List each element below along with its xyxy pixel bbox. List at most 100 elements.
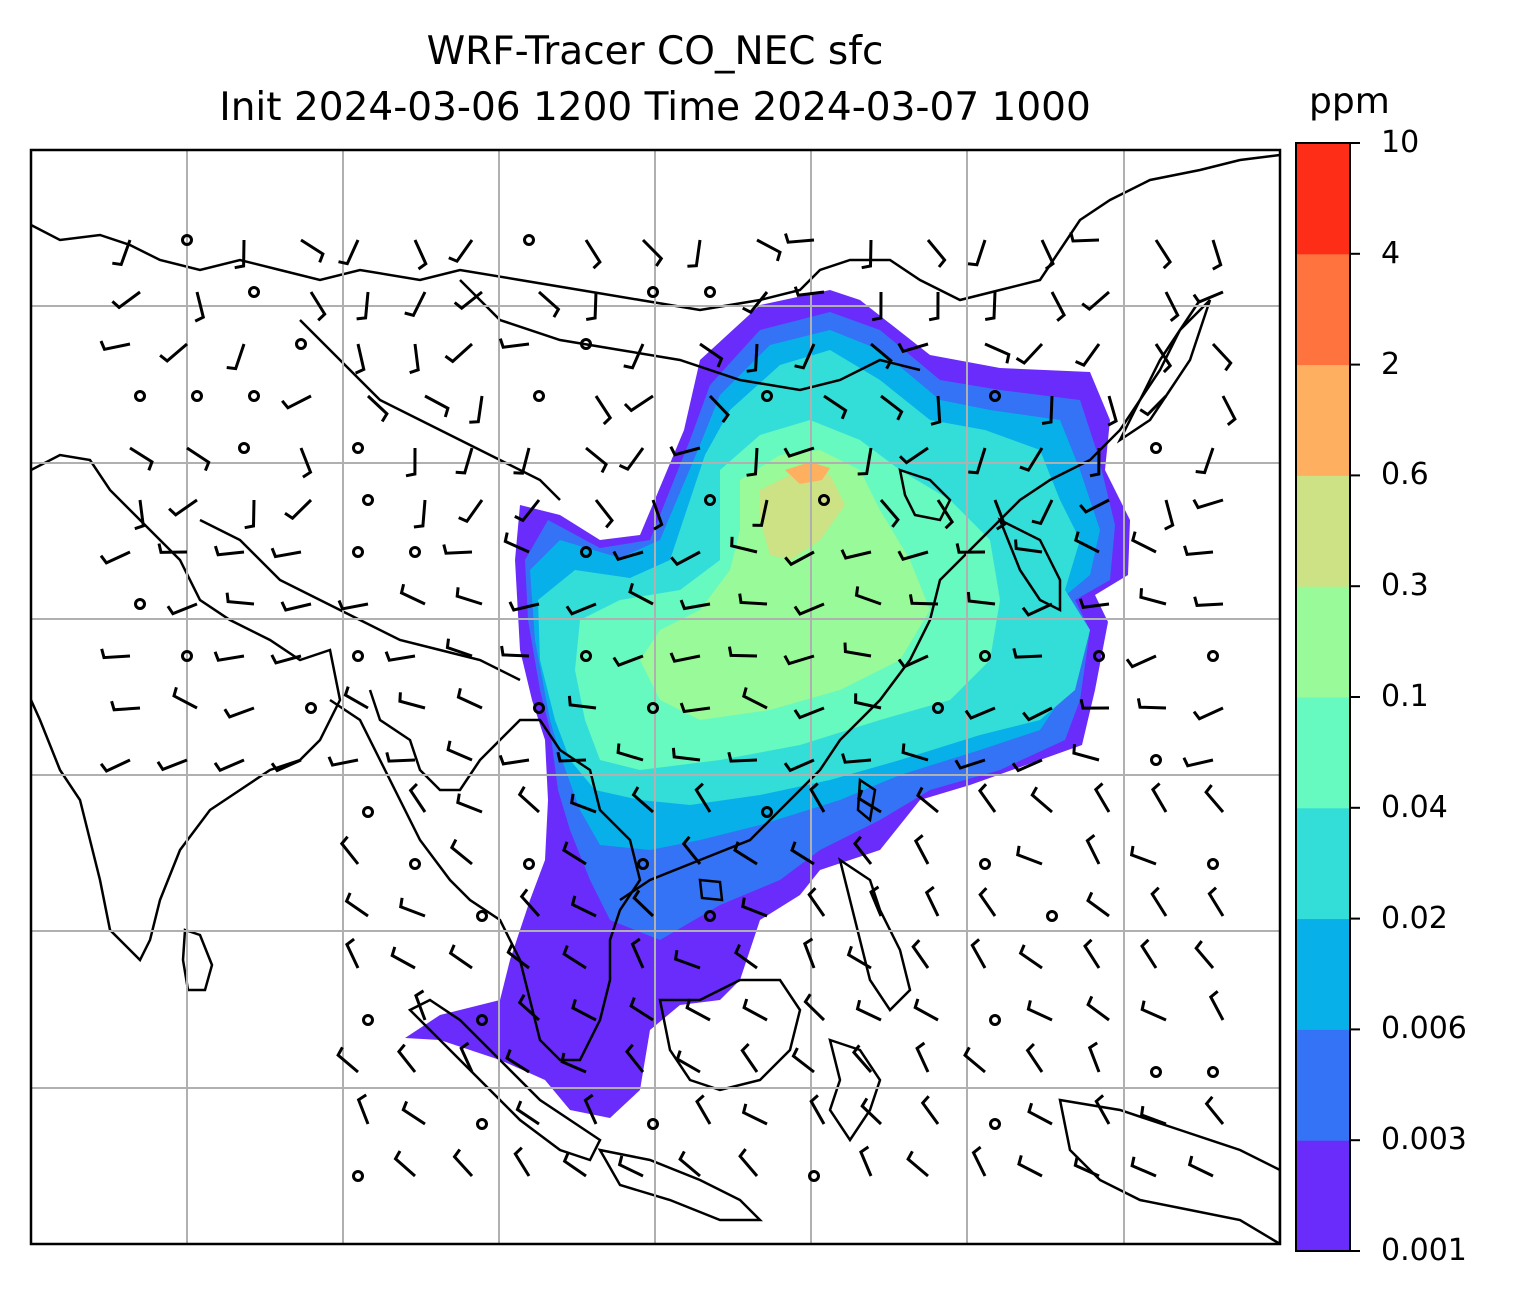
coast-hainan xyxy=(698,878,724,902)
wind-barb xyxy=(280,601,312,612)
colorbar-segment xyxy=(1296,807,1350,920)
wind-barb xyxy=(851,1044,873,1073)
wind-barb xyxy=(270,758,302,773)
coast-japan xyxy=(1116,299,1212,444)
wind-barb xyxy=(741,1103,768,1126)
wind-barb xyxy=(345,937,360,969)
calm-wind-marker xyxy=(580,546,592,558)
wind-barb xyxy=(446,740,473,762)
wind-barb xyxy=(669,652,701,663)
wind-barb xyxy=(584,239,602,270)
wind-barb xyxy=(1014,539,1043,554)
wind-barb xyxy=(172,686,198,710)
wind-barb xyxy=(911,939,930,969)
wind-barb xyxy=(855,999,882,1022)
wind-barb xyxy=(823,394,848,420)
wind-barb xyxy=(1150,782,1168,813)
colorbar-tick-label: 0.006 xyxy=(1381,1011,1467,1047)
wind-barb xyxy=(1041,395,1054,425)
wind-barb xyxy=(699,342,724,368)
wind-barb xyxy=(916,786,939,814)
wind-barb xyxy=(448,944,473,970)
calm-wind-marker xyxy=(761,806,773,818)
colorbar-tick-label: 4 xyxy=(1381,235,1401,271)
calm-wind-marker xyxy=(637,858,649,870)
calm-wind-marker xyxy=(409,546,421,558)
wind-barb xyxy=(445,638,473,658)
wind-barb xyxy=(565,602,597,616)
wind-barb xyxy=(1183,545,1214,557)
wind-barb xyxy=(1081,290,1110,312)
wind-barb xyxy=(742,998,768,1022)
wind-barb xyxy=(869,885,883,917)
calm-wind-marker xyxy=(761,390,773,402)
wind-barb xyxy=(515,1100,540,1126)
calm-wind-marker xyxy=(580,338,592,350)
wind-barb xyxy=(618,447,645,471)
wind-barb xyxy=(129,446,154,471)
wind-barb xyxy=(695,1094,712,1125)
colorbar-segment xyxy=(1296,697,1350,809)
wind-barb xyxy=(1086,995,1110,1022)
border-mongolia xyxy=(459,279,921,392)
wind-barb xyxy=(166,602,198,616)
wind-barb xyxy=(1083,938,1101,969)
colorbar-unit: ppm xyxy=(1309,81,1390,122)
wind-barb xyxy=(1026,1000,1053,1022)
wind-barb xyxy=(538,290,561,318)
wind-barb xyxy=(448,239,474,264)
wind-barb xyxy=(562,841,587,866)
wind-barb xyxy=(897,550,929,561)
wind-barb xyxy=(213,545,245,557)
wind-barb xyxy=(741,897,768,918)
wind-barb xyxy=(1150,886,1168,917)
wind-barb xyxy=(498,338,530,349)
wind-barb xyxy=(156,758,188,772)
wind-barb xyxy=(671,747,701,762)
wind-barb xyxy=(977,783,997,813)
wind-barb xyxy=(936,499,955,530)
wind-barb xyxy=(954,758,986,770)
wind-barb xyxy=(1079,498,1110,514)
wind-barb xyxy=(1195,447,1215,475)
wind-barb xyxy=(505,1049,530,1074)
wind-barb xyxy=(1025,1042,1044,1073)
wind-barb xyxy=(685,998,711,1022)
wind-barb xyxy=(556,751,587,763)
wind-barb xyxy=(442,544,473,555)
wind-barb xyxy=(354,343,366,375)
wind-barb xyxy=(455,587,483,606)
coast-korea xyxy=(997,517,1062,613)
wind-barb xyxy=(560,1052,587,1074)
border-china-west xyxy=(299,319,561,501)
wind-barb xyxy=(984,342,1011,364)
wind-barb xyxy=(784,550,815,567)
wind-barb xyxy=(1012,648,1043,659)
wind-barb xyxy=(408,782,427,813)
wind-barb xyxy=(856,789,882,814)
wind-barb xyxy=(1130,1156,1157,1178)
wind-barb xyxy=(870,342,893,370)
wind-barb xyxy=(971,1145,987,1177)
wind-barb xyxy=(226,343,246,371)
wind-barb xyxy=(112,239,132,267)
colorbar-tick-label: 0.02 xyxy=(1381,900,1448,936)
wind-barb xyxy=(1094,1094,1111,1125)
wind-barb xyxy=(110,700,141,712)
wind-barb xyxy=(424,394,450,418)
wind-barb xyxy=(854,586,882,606)
calm-wind-marker xyxy=(1207,1066,1219,1078)
wind-barb xyxy=(1016,845,1043,866)
coast-borneo xyxy=(658,978,802,1092)
wind-barb xyxy=(1011,758,1043,773)
wind-barb xyxy=(194,291,206,323)
colorbar-tick-label: 0.3 xyxy=(1381,568,1429,604)
calm-wind-marker xyxy=(191,390,203,402)
wind-barb xyxy=(955,543,986,554)
calm-wind-marker xyxy=(1207,858,1219,870)
calm-wind-marker xyxy=(409,858,421,870)
wind-barb xyxy=(1131,531,1157,554)
calm-wind-marker xyxy=(134,390,146,402)
calm-wind-marker xyxy=(580,650,592,662)
wind-barb xyxy=(223,706,255,719)
